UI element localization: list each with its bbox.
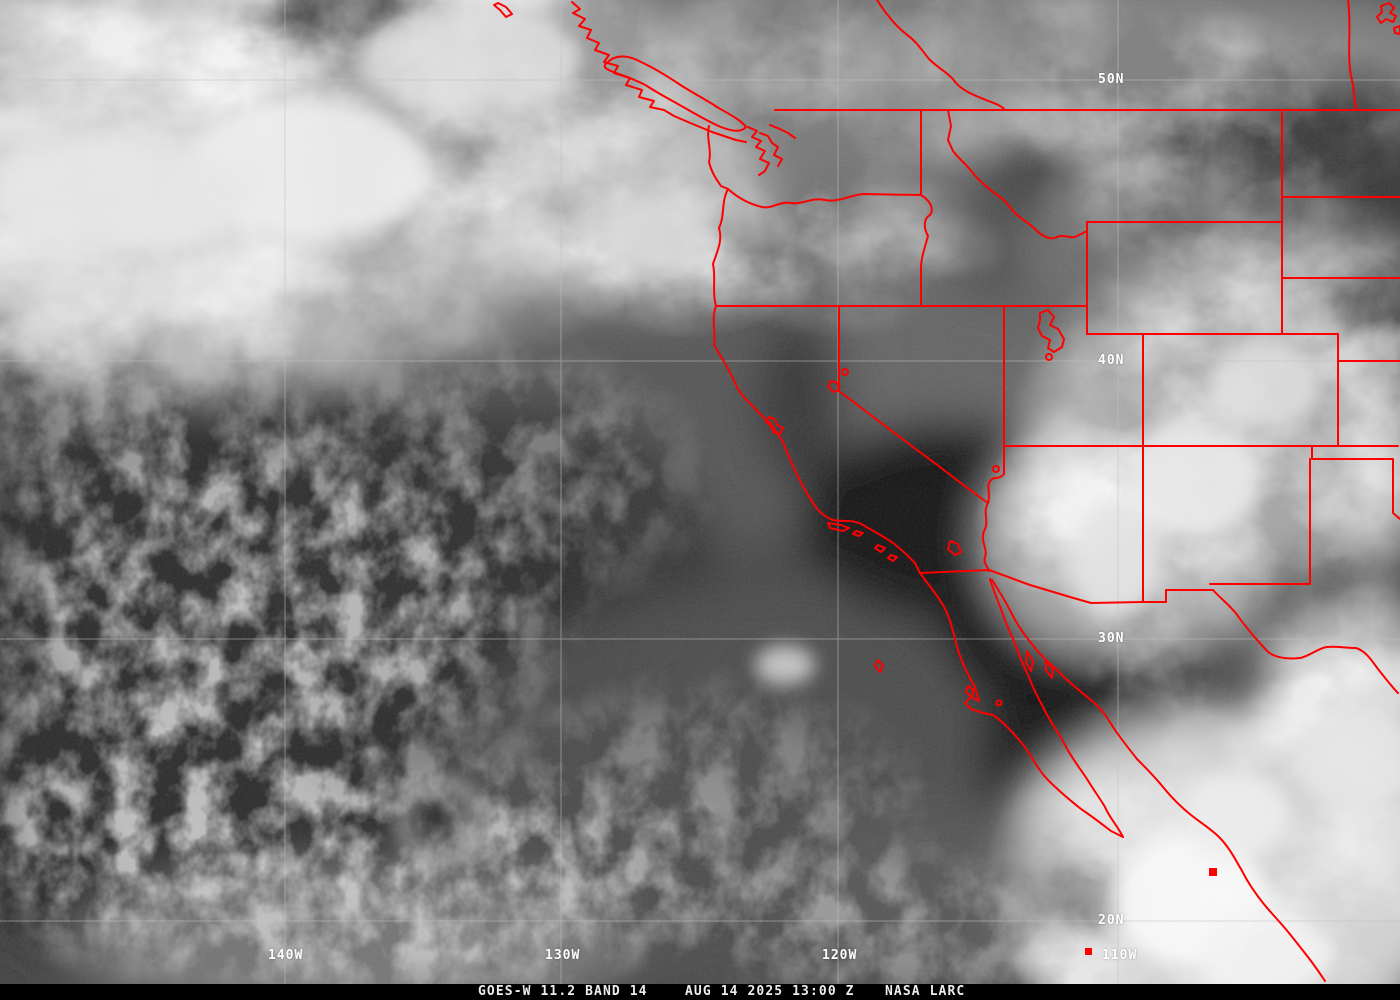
mexico-mainland-coast <box>991 579 1326 982</box>
san-benito-island <box>995 699 1003 707</box>
baja-california-west-coast <box>919 572 1124 838</box>
idaho-montana-border <box>947 109 1088 240</box>
caption-credit-label: NASA LARC <box>885 984 966 999</box>
us-mexico-border-arizona <box>988 569 1214 604</box>
lake-tahoe <box>827 380 840 393</box>
utah-lake <box>1045 353 1053 361</box>
pyramid-lake <box>841 368 849 376</box>
haida-gwaii-coast <box>493 2 513 18</box>
cedros-island <box>965 685 975 698</box>
texas-new-mexico-border <box>1209 458 1311 585</box>
lat-label-40n: 40N <box>1098 353 1125 368</box>
caption-product-label: GOES-W 11.2 BAND 14 <box>478 984 648 999</box>
storm-position-marker-2 <box>1209 868 1217 876</box>
rio-grande-border <box>1212 589 1399 694</box>
boundary-overlay <box>493 0 1400 982</box>
lon-label-140w: 140W <box>268 948 304 963</box>
oregon-idaho-border <box>920 194 933 307</box>
lat-label-20n: 20N <box>1098 913 1125 928</box>
lon-label-120w: 120W <box>822 948 858 963</box>
lon-label-130w: 130W <box>545 948 581 963</box>
puget-sound-inlets <box>747 124 796 176</box>
san-francisco-bay <box>765 416 784 435</box>
vancouver-island-coast <box>603 55 747 132</box>
oregon-coast <box>712 188 729 307</box>
canada-border-segment <box>1347 0 1358 111</box>
lake-mead <box>992 465 1000 473</box>
storm-position-marker-1 <box>1085 948 1092 955</box>
canada-lakes <box>1376 2 1400 35</box>
us-mexico-border-west <box>919 569 990 574</box>
great-salt-lake <box>1037 309 1065 353</box>
washington-coast <box>707 125 729 190</box>
colorado-river-az-ca-border <box>981 502 990 572</box>
washington-oregon-border <box>727 188 922 209</box>
caption-bar: GOES-W 11.2 BAND 14 AUG 14 2025 13:00 Z … <box>0 984 1400 1000</box>
arizona-nevada-border <box>987 445 1005 504</box>
lon-label-110w: 110W <box>1102 948 1138 963</box>
caption-timestamp: AUG 14 2025 13:00 Z <box>685 984 855 999</box>
guadalupe-island <box>874 659 884 673</box>
oklahoma-texas-panhandle-border <box>1311 445 1400 520</box>
baja-california-gulf-coast <box>989 578 1124 838</box>
bc-alberta-border <box>876 0 1006 111</box>
lat-label-30n: 30N <box>1098 631 1125 646</box>
lat-label-50n: 50N <box>1098 72 1125 87</box>
channel-islands <box>827 522 898 562</box>
salton-sea <box>947 540 962 556</box>
gulf-islands <box>1025 650 1054 679</box>
california-coast <box>712 305 921 574</box>
